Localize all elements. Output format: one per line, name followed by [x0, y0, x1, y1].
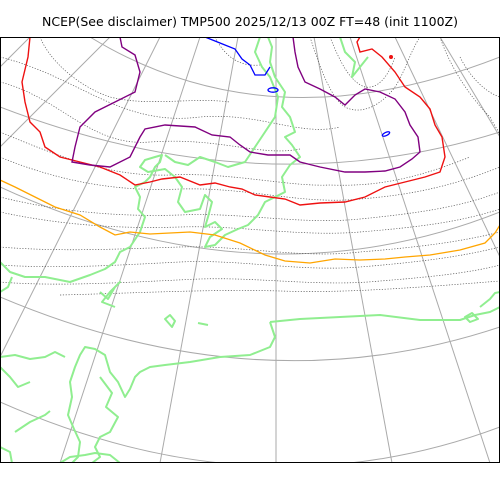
meridian-line	[0, 37, 31, 68]
coastline	[339, 37, 369, 78]
contour-red-spot	[389, 55, 393, 59]
isotherm-line	[0, 208, 500, 234]
coastlines	[0, 37, 500, 463]
meridian-line	[313, 37, 393, 463]
isotherm-line	[329, 37, 396, 88]
coastline	[14, 410, 51, 433]
map-title: NCEP(See disclaimer) TMP500 2025/12/13 0…	[41, 14, 458, 29]
latitude-line	[0, 106, 500, 165]
coastline	[0, 446, 13, 463]
meridian-line	[394, 37, 500, 258]
coastline	[0, 366, 31, 388]
contour-orange	[0, 179, 500, 264]
meridian-line	[349, 37, 491, 463]
isotherm-lines	[0, 37, 500, 296]
contour-red	[21, 37, 446, 206]
coastline	[0, 276, 13, 293]
coastline	[99, 281, 121, 308]
map-frame	[0, 37, 500, 463]
contour-purple	[71, 37, 421, 173]
latitude-line	[0, 186, 500, 255]
coastline	[67, 321, 276, 463]
latitude-line	[89, 37, 500, 98]
isotherm-line	[0, 264, 500, 285]
isotherm-line	[309, 37, 421, 111]
coastline	[464, 312, 479, 323]
weather-map	[0, 37, 500, 463]
latitude-line	[0, 296, 500, 362]
latitude-lines	[0, 37, 500, 463]
meridian-line	[159, 37, 239, 463]
coastline	[197, 322, 209, 326]
meridian-line	[0, 37, 111, 148]
coastline	[0, 37, 301, 283]
coastline	[59, 452, 121, 463]
isotherm-line	[0, 131, 471, 186]
isotherm-line	[0, 156, 500, 201]
coastline	[0, 351, 66, 360]
coastline	[479, 291, 500, 308]
meridian-line	[439, 37, 500, 138]
meridian-line	[0, 37, 161, 358]
coastline	[269, 306, 500, 323]
isotherm-line	[459, 56, 500, 98]
isotherm-line	[0, 81, 301, 152]
coastline	[164, 37, 279, 168]
meridian-line	[59, 37, 201, 463]
contour-blue	[204, 37, 391, 137]
coastline	[164, 314, 176, 328]
isotherm-line	[439, 37, 500, 138]
